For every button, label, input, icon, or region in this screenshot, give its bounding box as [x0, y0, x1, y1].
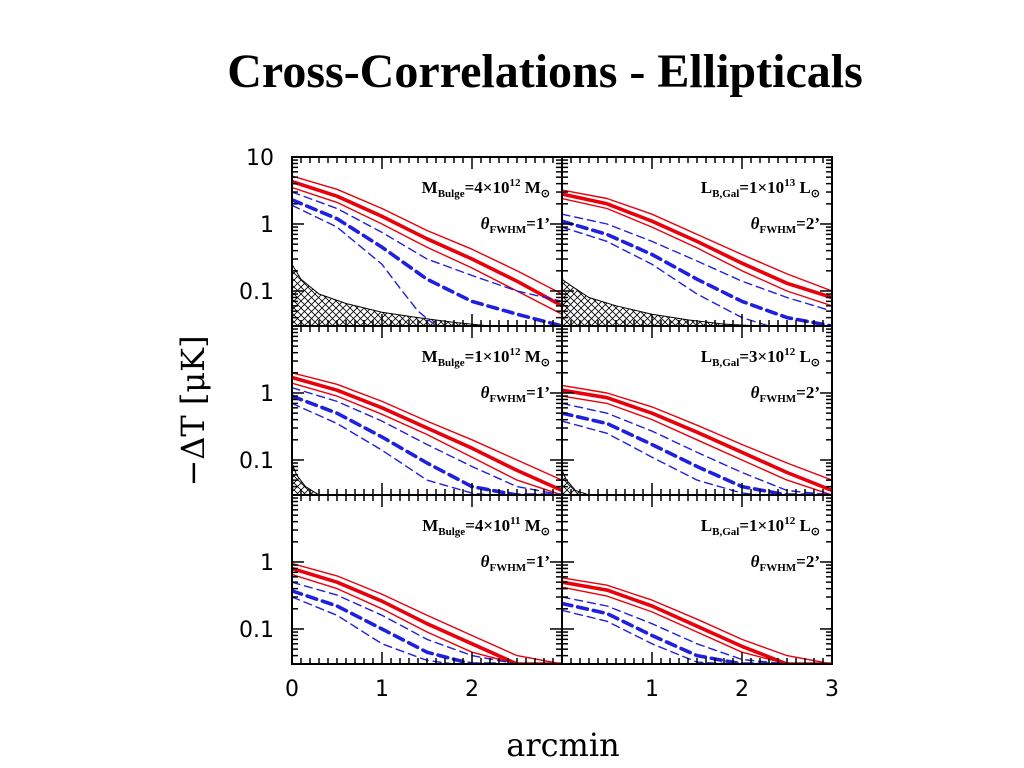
- x-tick-label: 0: [285, 677, 299, 702]
- y-tick-label: 0.1: [239, 618, 274, 643]
- panel-r1-c1: LB,Gal=3×1012 L⊙ θFWHM=2’: [561, 325, 833, 496]
- y-tick-label: 0.1: [239, 449, 274, 474]
- panel-plot-area: [562, 189, 832, 326]
- panel-r2-c1: LB,Gal=1×1012 L⊙ θFWHM=2’ 1 2 3: [561, 494, 839, 702]
- panel-annotation-beam: θFWHM=1’: [481, 383, 550, 405]
- solid-series-line: [562, 580, 832, 664]
- panel-annotation-mass: MBulge=4×1012 M⊙: [422, 177, 550, 200]
- x-tick-label: 2: [465, 677, 479, 702]
- panel-plot-area: [562, 384, 832, 495]
- dashed-series-line: [562, 601, 771, 664]
- panel-annotation-beam: θFWHM=1’: [481, 214, 550, 236]
- panel-r0-c1: LB,Gal=1×1013 L⊙ θFWHM=2’: [561, 156, 833, 327]
- panel-annotation-mass: LB,Gal=3×1012 L⊙: [701, 346, 820, 369]
- noise-band: [562, 278, 761, 326]
- dashed-series-line: [562, 596, 832, 664]
- x-tick-label: 3: [825, 677, 839, 702]
- noise-band: [292, 462, 320, 495]
- solid-series-line: [562, 384, 832, 481]
- dashed-series-line: [562, 420, 761, 495]
- y-tick-label: 10: [246, 146, 274, 171]
- panel-annotation-mass: MBulge=4×1011 M⊙: [422, 515, 550, 538]
- x-tick-label: 2: [735, 677, 749, 702]
- dashed-series-line: [292, 581, 518, 664]
- dashed-series-line: [562, 609, 734, 664]
- y-tick-label: 1: [260, 382, 274, 407]
- solid-series-line: [562, 197, 832, 307]
- y-tick-label: 0.1: [239, 280, 274, 305]
- dashed-series-line: [292, 394, 562, 495]
- y-tick-label: 1: [260, 551, 274, 576]
- dashed-series-line: [292, 589, 501, 664]
- panel-annotation-beam: θFWHM=1’: [481, 552, 550, 574]
- panel-r0-c0: MBulge=4×1012 M⊙ θFWHM=1’ 10 1 0.1: [239, 146, 563, 327]
- panels-layer: MBulge=4×1012 M⊙θFWHM=1’1010.1LB,Gal=1×1…: [239, 146, 839, 702]
- x-tick-label: 1: [375, 677, 389, 702]
- dashed-series-line: [562, 213, 832, 312]
- dashed-series-line: [292, 191, 562, 303]
- solid-series-line: [292, 382, 562, 495]
- dashed-series-line: [292, 402, 491, 495]
- dashed-series-line: [562, 226, 770, 326]
- solid-series-line: [292, 375, 562, 493]
- dashed-series-line: [292, 204, 437, 326]
- solid-series-line: [562, 586, 832, 664]
- solid-series-line: [562, 577, 832, 664]
- solid-series-line: [292, 566, 562, 664]
- solid-series-line: [292, 175, 562, 295]
- dashed-series-line: [562, 219, 832, 326]
- solid-series-line: [562, 192, 832, 300]
- slide-title: Cross-Correlations - Ellipticals: [227, 45, 863, 98]
- panel-plot-area: [292, 175, 562, 326]
- panel-annotation-beam: θFWHM=2’: [751, 552, 820, 574]
- panel-plot-area: [292, 562, 562, 664]
- panel-annotation-mass: LB,Gal=1×1012 L⊙: [701, 515, 820, 538]
- solid-series-line: [562, 395, 832, 495]
- solid-series-line: [292, 562, 562, 664]
- panel-annotation-beam: θFWHM=2’: [751, 214, 820, 236]
- panel-annotation-mass: LB,Gal=1×1013 L⊙: [701, 177, 820, 200]
- dashed-series-line: [562, 411, 832, 495]
- panel-r2-c0: MBulge=4×1011 M⊙ θFWHM=1’ 1 0.1 0 1 2: [239, 494, 563, 702]
- solid-series-line: [292, 573, 562, 664]
- panel-plot-area: [292, 372, 562, 495]
- panel-plot-area: [562, 577, 832, 664]
- solid-series-line: [292, 372, 562, 481]
- x-tick-label: 1: [645, 677, 659, 702]
- solid-series-line: [292, 179, 562, 308]
- noise-band: [562, 470, 590, 495]
- x-axis-title: arcmin: [506, 726, 619, 764]
- panel-r1-c0: MBulge=1×1012 M⊙ θFWHM=1’ 1 0.1: [239, 325, 563, 496]
- y-axis-title: −ΔT [μK]: [174, 335, 212, 486]
- dashed-series-line: [292, 198, 562, 326]
- dashed-series-line: [292, 387, 562, 495]
- panel-annotation-beam: θFWHM=2’: [751, 383, 820, 405]
- solid-series-line: [562, 388, 832, 493]
- y-tick-label: 1: [260, 213, 274, 238]
- solid-series-line: [562, 189, 832, 292]
- panel-annotation-mass: MBulge=1×1012 M⊙: [422, 346, 550, 369]
